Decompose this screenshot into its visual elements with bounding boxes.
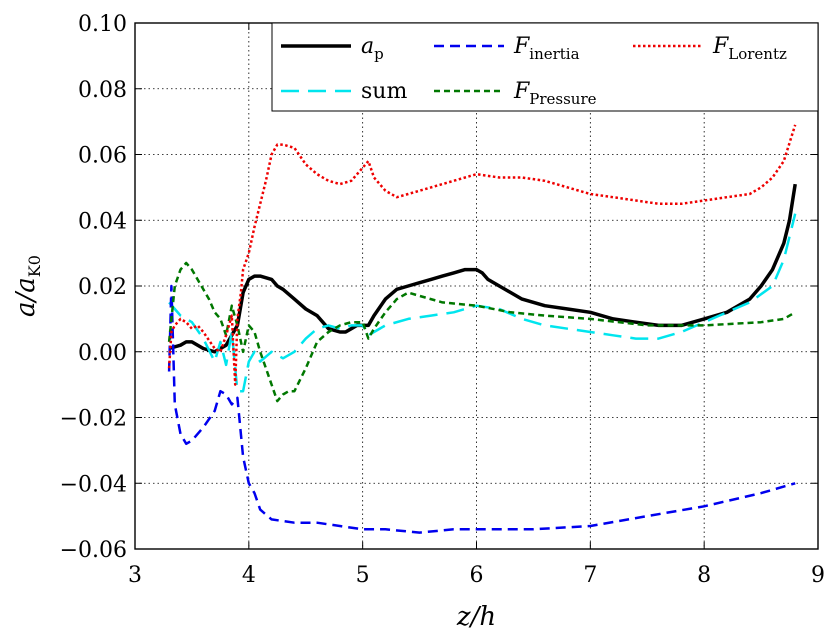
- y-axis-label-main: a/a: [11, 277, 41, 317]
- x-tick-label: 9: [811, 563, 825, 588]
- x-tick-label: 5: [356, 563, 370, 588]
- legend-label: ap: [361, 34, 384, 63]
- axis-labels: z/h a/aK0: [11, 255, 496, 632]
- legend-label-main: F: [712, 34, 729, 59]
- y-tick-label: −0.04: [60, 472, 127, 497]
- x-axis-label: z/h: [456, 602, 496, 632]
- y-tick-label: 0.04: [78, 209, 127, 234]
- y-tick-label: 0.06: [78, 144, 127, 169]
- axis-ticks: 3 4 5 6 7 8 9 0.10 0.08 0.06 0.04 0.02 0.00 −0.02 −0.0…: [60, 12, 825, 588]
- legend-box: [271, 22, 819, 112]
- legend-label-subscript: Lorentz: [728, 45, 787, 63]
- legend-label: FLorentz: [712, 34, 787, 63]
- y-tick-label: −0.02: [60, 407, 127, 432]
- x-tick-label: 6: [470, 563, 484, 588]
- series-line-f-pressure: [167, 261, 796, 403]
- y-tick-label: 0.10: [78, 12, 127, 37]
- y-tick-label: −0.06: [60, 538, 127, 563]
- x-tick-label: 8: [697, 563, 711, 588]
- y-tick-label: 0.00: [78, 341, 127, 366]
- legend-label-subscript: inertia: [529, 45, 579, 63]
- legend-label-main: F: [513, 34, 530, 59]
- legend-label-main: a: [361, 34, 374, 59]
- x-tick-label: 4: [242, 563, 256, 588]
- x-tick-label: 3: [128, 563, 142, 588]
- y-tick-label: 0.02: [78, 275, 127, 300]
- legend-label-subscript: p: [374, 45, 384, 63]
- series-line-f-lorentz: [167, 124, 797, 386]
- y-tick-label: 0.08: [78, 78, 127, 103]
- legend-label: FPressure: [513, 79, 597, 108]
- legend-label: Finertia: [513, 34, 580, 63]
- legend-label: sum: [361, 79, 407, 104]
- legend-label-subscript: Pressure: [529, 90, 596, 108]
- y-axis-label: a/aK0: [11, 255, 44, 317]
- x-tick-label: 7: [583, 563, 597, 588]
- legend-label-main: F: [513, 79, 530, 104]
- y-axis-label-subscript: K0: [25, 255, 44, 277]
- series-group: [167, 124, 797, 534]
- legend-label-main: sum: [361, 79, 407, 104]
- series-line-f-inertia: [167, 284, 796, 534]
